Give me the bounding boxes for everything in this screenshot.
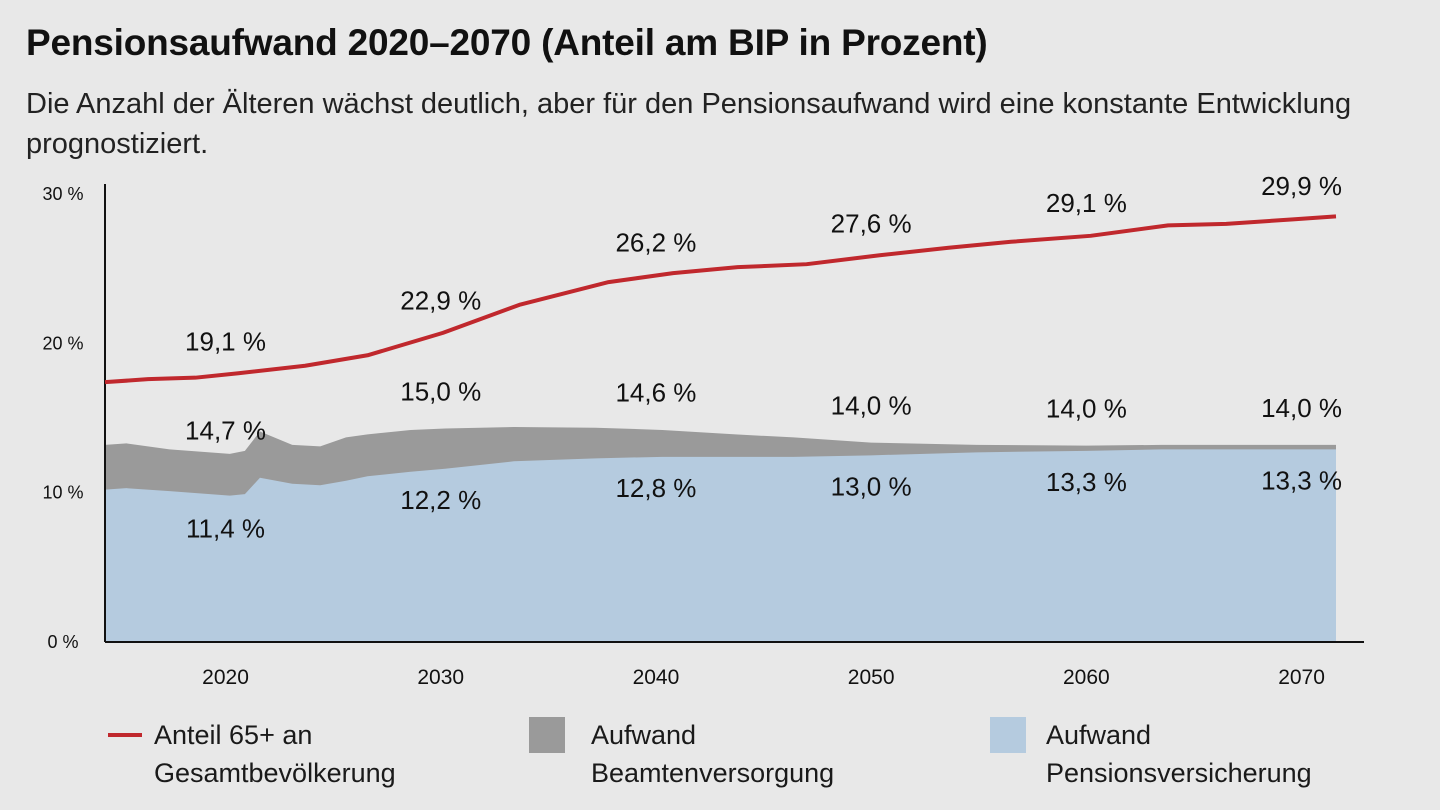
line-anteil-65plus: [104, 214, 1337, 385]
data-label-gesamtaufwand: 14,0 %: [1261, 393, 1342, 423]
x-tick-label: 2050: [848, 666, 895, 689]
data-label-pensionsversicherung: 11,4 %: [186, 513, 265, 543]
x-tick-label: 2040: [633, 666, 680, 689]
x-tick-label: 2060: [1063, 666, 1110, 689]
data-label-pensionsversicherung: 13,0 %: [831, 471, 912, 501]
y-tick-label: 10 %: [42, 483, 83, 503]
legend-label-line1: Aufwand: [1046, 720, 1152, 750]
data-label-anteil: 29,9 %: [1261, 171, 1342, 201]
legend-swatch-line: [108, 733, 142, 737]
data-label-pensionsversicherung: 13,3 %: [1046, 467, 1127, 497]
chart-title: Pensionsaufwand 2020–2070 (Anteil am BIP…: [26, 22, 988, 63]
x-tick-label: 2030: [417, 666, 464, 689]
data-label-pensionsversicherung: 12,2 %: [400, 485, 481, 515]
x-tick-label: 2070: [1278, 666, 1325, 689]
x-tick-label: 2020: [202, 666, 249, 689]
legend-item-anteil: Anteil 65+ an Gesamtbevölkerung: [154, 716, 396, 792]
chart-subtitle: Die Anzahl der Älteren wächst deutlich, …: [26, 88, 1352, 160]
data-label-gesamtaufwand: 14,6 %: [615, 378, 696, 408]
legend-label-line2: Gesamtbevölkerung: [154, 758, 396, 788]
legend-label-line2: Beamtenversorgung: [591, 758, 835, 788]
legend-item-beamten: Aufwand Beamtenversorgung: [591, 716, 834, 792]
data-label-gesamtaufwand: 14,0 %: [1046, 394, 1127, 424]
legend-label-line1: Anteil 65+ an: [154, 720, 313, 750]
y-tick-label: 20 %: [42, 333, 83, 353]
data-label-pensionsversicherung: 12,8 %: [615, 473, 696, 503]
data-label-anteil: 29,1 %: [1046, 188, 1127, 218]
legend-item-pension: Aufwand Pensionsversicherung: [1046, 716, 1312, 792]
data-label-anteil: 19,1 %: [185, 327, 266, 357]
data-label-anteil: 26,2 %: [615, 228, 696, 258]
legend-label-line1: Aufwand: [591, 720, 697, 750]
data-label-pensionsversicherung: 13,3 %: [1261, 465, 1342, 495]
data-label-gesamtaufwand: 14,7 %: [185, 416, 266, 446]
chart-area: 0 % 10 % 20 % 30 % 2020 2030 2040 2050 2060 2070 1…: [42, 171, 1364, 689]
data-label-anteil: 27,6 %: [831, 208, 912, 238]
area-pensionsversicherung: [105, 449, 1336, 642]
data-label-gesamtaufwand: 14,0 %: [831, 391, 912, 421]
y-tick-label: 0 %: [47, 632, 78, 652]
data-label-anteil: 22,9 %: [400, 286, 481, 316]
legend-swatch-pension: [990, 717, 1026, 753]
data-label-gesamtaufwand: 15,0 %: [400, 377, 481, 407]
y-tick-label: 30 %: [42, 184, 83, 204]
legend-swatch-beamten: [529, 717, 565, 753]
legend-label-line2: Pensionsversicherung: [1046, 758, 1312, 788]
